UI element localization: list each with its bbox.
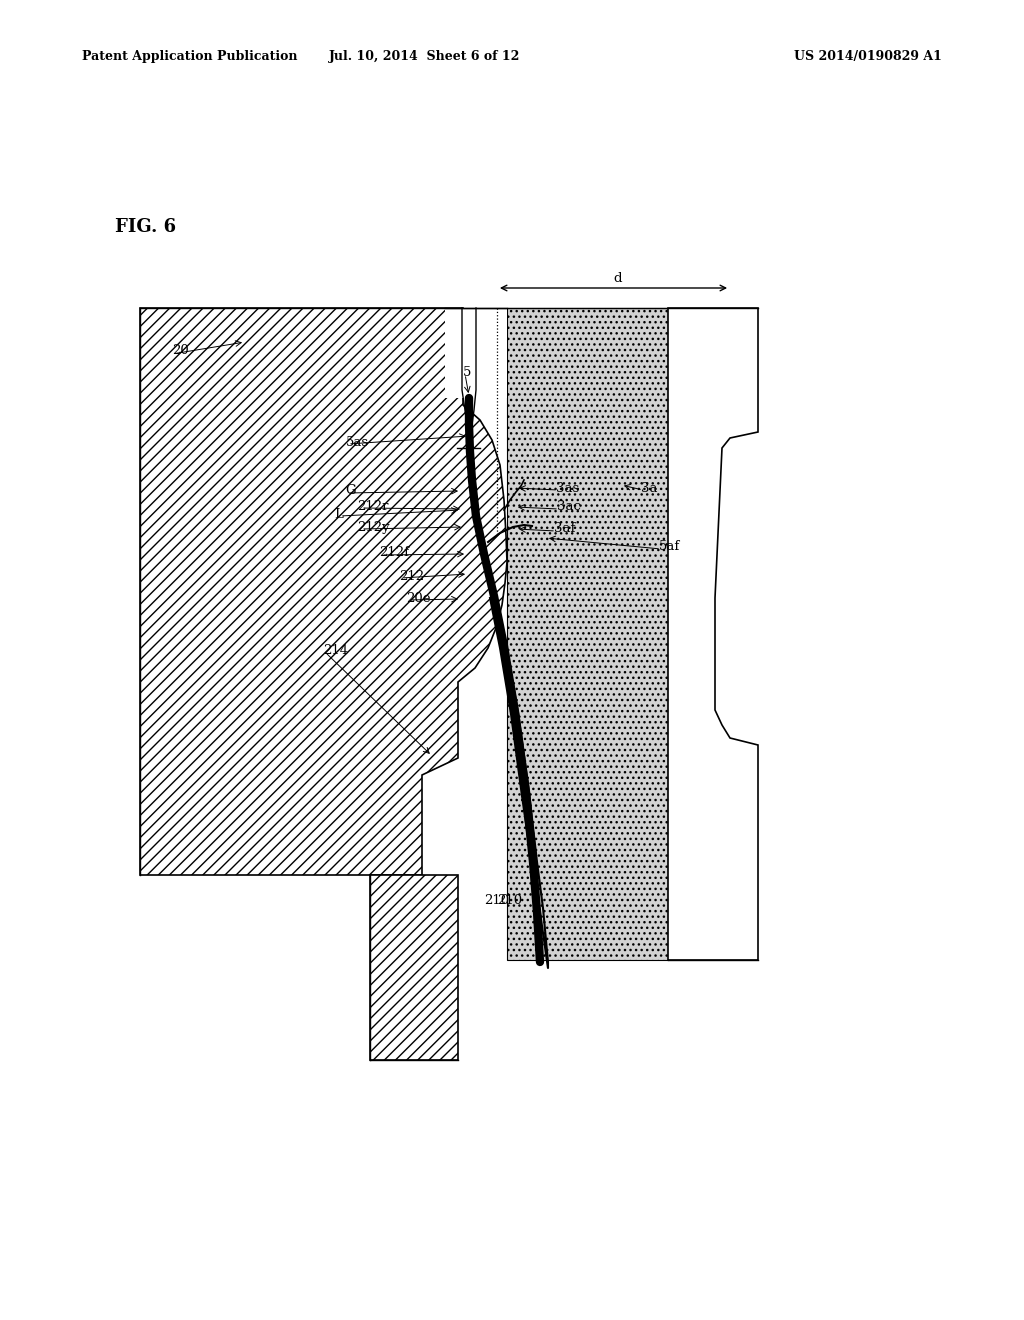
Polygon shape [370, 875, 458, 1060]
Text: G: G [345, 484, 355, 498]
Text: 5: 5 [463, 366, 471, 379]
Text: 3ac: 3ac [557, 500, 581, 513]
Text: FIG. 6: FIG. 6 [115, 218, 176, 236]
Text: 212f: 212f [379, 546, 409, 560]
Polygon shape [445, 308, 507, 399]
Text: 20e: 20e [406, 591, 430, 605]
Polygon shape [140, 308, 507, 875]
Text: US 2014/0190829 A1: US 2014/0190829 A1 [795, 50, 942, 63]
Text: 210: 210 [484, 894, 510, 907]
Text: 214: 214 [323, 644, 348, 656]
Text: 212r: 212r [357, 499, 388, 512]
Text: 3as: 3as [556, 482, 580, 495]
Text: 210: 210 [497, 894, 522, 907]
Text: 212: 212 [399, 569, 424, 582]
Text: 5as: 5as [346, 436, 369, 449]
Polygon shape [507, 308, 668, 960]
Text: L: L [334, 507, 343, 520]
Text: Patent Application Publication: Patent Application Publication [82, 50, 297, 63]
Text: d: d [613, 272, 622, 285]
Text: Jul. 10, 2014  Sheet 6 of 12: Jul. 10, 2014 Sheet 6 of 12 [330, 50, 520, 63]
Polygon shape [668, 308, 758, 960]
Text: 212y: 212y [357, 520, 389, 533]
Text: 3a: 3a [641, 482, 657, 495]
Text: 20: 20 [172, 343, 188, 356]
Text: 3af: 3af [554, 523, 575, 536]
Text: 5af: 5af [659, 540, 680, 553]
